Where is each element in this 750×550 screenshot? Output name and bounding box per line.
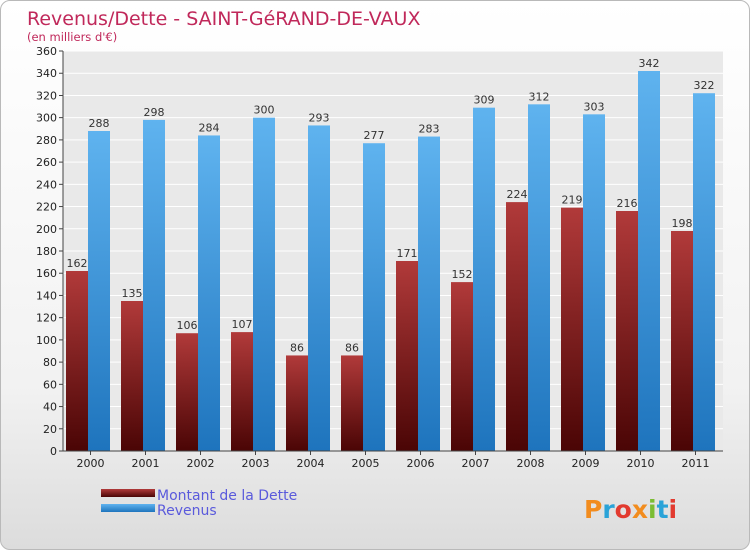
y-tick-label: 0 (50, 445, 57, 458)
y-tick-label: 180 (36, 245, 57, 258)
x-tick-label: 2009 (572, 457, 600, 470)
bar-dette-2005 (341, 355, 363, 451)
y-tick-label: 120 (36, 312, 57, 325)
y-tick-label: 340 (36, 67, 57, 80)
proxiti-logo: Proxiti (584, 495, 677, 524)
data-label-revenus-2004: 293 (309, 111, 330, 124)
legend-swatch-dette (101, 489, 155, 497)
x-tick-label: 2000 (77, 457, 105, 470)
bars (66, 71, 715, 452)
bar-revenus-2000 (88, 131, 110, 451)
data-label-dette-2011: 198 (672, 217, 693, 230)
bar-revenus-2010 (638, 71, 660, 451)
x-tick-label: 2008 (517, 457, 545, 470)
y-tick-label: 200 (36, 223, 57, 236)
grid (63, 50, 723, 452)
data-label-dette-2010: 216 (617, 197, 638, 210)
data-label-dette-2007: 152 (452, 268, 473, 281)
x-tick-label: 2004 (297, 457, 325, 470)
data-label-dette-2006: 171 (397, 247, 418, 260)
x-tick-label: 2001 (132, 457, 160, 470)
data-label-revenus-2006: 283 (419, 123, 440, 136)
x-tick-label: 2010 (627, 457, 655, 470)
x-tick-label: 2002 (187, 457, 215, 470)
data-label-revenus-2005: 277 (364, 129, 385, 142)
y-tick-label: 280 (36, 134, 57, 147)
data-label-revenus-2002: 284 (199, 121, 220, 134)
x-tick-label: 2007 (462, 457, 490, 470)
data-label-dette-2001: 135 (122, 287, 143, 300)
y-tick-label: 20 (43, 423, 57, 436)
bar-revenus-2002 (198, 135, 220, 451)
bar-revenus-2001 (143, 119, 165, 451)
bar-revenus-2005 (363, 143, 385, 451)
legend-swatch-revenus (101, 504, 155, 512)
bar-revenus-2009 (583, 114, 605, 451)
data-label-revenus-2010: 342 (639, 57, 660, 70)
data-label-dette-2002: 106 (177, 319, 198, 332)
x-tick-label: 2006 (407, 457, 435, 470)
y-tick-label: 80 (43, 356, 57, 369)
x-tick-label: 2005 (352, 457, 380, 470)
bar-dette-2008 (506, 202, 528, 451)
y-tick-label: 60 (43, 378, 57, 391)
x-tick-label: 2003 (242, 457, 270, 470)
bar-dette-2010 (616, 211, 638, 451)
data-label-dette-2003: 107 (232, 318, 253, 331)
y-tick-label: 240 (36, 178, 57, 191)
data-label-revenus-2007: 309 (474, 94, 495, 107)
data-label-dette-2009: 219 (562, 194, 583, 207)
legend: Montant de la Dette Revenus (101, 488, 297, 519)
chart-title: Revenus/Dette - SAINT-GéRAND-DE-VAUX (27, 8, 420, 30)
bar-dette-2002 (176, 333, 198, 451)
logo-text: Proxiti (584, 495, 677, 524)
y-tick-label: 300 (36, 112, 57, 125)
legend-label-revenus: Revenus (157, 503, 217, 519)
bar-revenus-2011 (693, 93, 715, 451)
data-label-dette-2005: 86 (345, 341, 359, 354)
data-label-dette-2004: 86 (290, 341, 304, 354)
bar-dette-2011 (671, 231, 693, 451)
bar-revenus-2008 (528, 104, 550, 451)
data-label-revenus-2000: 288 (89, 117, 110, 130)
y-tick-label: 140 (36, 289, 57, 302)
data-label-revenus-2003: 300 (254, 104, 275, 117)
data-label-revenus-2011: 322 (694, 79, 715, 92)
chart-subtitle: (en milliers d'€) (27, 30, 117, 44)
y-tick-label: 220 (36, 201, 57, 214)
bar-dette-2004 (286, 355, 308, 451)
data-label-revenus-2001: 298 (144, 106, 165, 119)
data-label-dette-2000: 162 (67, 257, 88, 270)
data-label-revenus-2008: 312 (529, 90, 550, 103)
bar-revenus-2004 (308, 125, 330, 451)
y-tick-label: 160 (36, 267, 57, 280)
data-label-revenus-2009: 303 (584, 100, 605, 113)
legend-label-dette: Montant de la Dette (157, 488, 297, 504)
bar-dette-2003 (231, 332, 253, 451)
bar-revenus-2007 (473, 107, 495, 452)
data-label-dette-2008: 224 (507, 188, 528, 201)
y-tick-label: 40 (43, 401, 57, 414)
y-tick-label: 260 (36, 156, 57, 169)
y-tick-label: 320 (36, 89, 57, 102)
bar-revenus-2003 (253, 117, 275, 452)
axes: 0 20 40 60 80 100 120 140 160 180 200 220 240 260 280 3… (36, 45, 723, 470)
bar-dette-2000 (66, 271, 88, 451)
x-tick-label: 2011 (682, 457, 710, 470)
bar-dette-2007 (451, 282, 473, 451)
y-tick-label: 100 (36, 334, 57, 347)
bar-dette-2009 (561, 207, 583, 451)
bar-dette-2001 (121, 301, 143, 451)
data-labels: 162 288 135 298 106 284 107 300 86 293 86 277 171 283… (67, 57, 715, 354)
bar-revenus-2006 (418, 136, 440, 452)
y-tick-label: 360 (36, 45, 57, 58)
bar-dette-2006 (396, 261, 418, 451)
